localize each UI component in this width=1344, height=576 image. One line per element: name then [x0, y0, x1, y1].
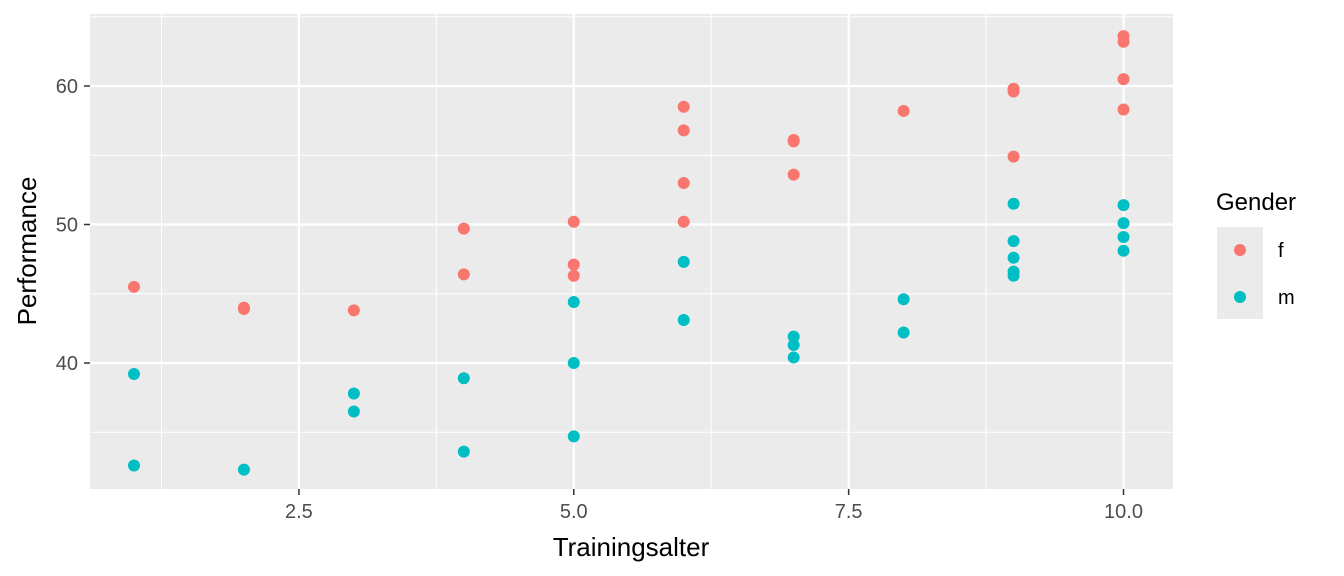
data-point-m — [787, 330, 800, 343]
data-point-m — [127, 459, 140, 472]
data-point-f — [1007, 150, 1020, 163]
data-point-m — [347, 387, 360, 400]
data-point-f — [677, 124, 690, 137]
legend-title: Gender — [1216, 189, 1296, 216]
data-point-m — [787, 351, 800, 364]
data-point-f — [897, 104, 910, 117]
data-point-m — [1007, 251, 1020, 264]
data-point-f — [347, 304, 360, 317]
data-point-f — [457, 268, 470, 281]
y-axis-ticks: 40 50 60 — [56, 76, 90, 375]
x-tick-label: 7.5 — [835, 501, 863, 523]
data-point-f — [567, 258, 580, 271]
data-point-m — [1117, 199, 1130, 212]
data-point-m — [1007, 269, 1020, 282]
data-point-f — [1117, 103, 1130, 116]
data-point-f — [567, 215, 580, 228]
data-point-m — [457, 445, 470, 458]
y-tick-label: 40 — [56, 353, 78, 375]
x-tick-label: 5.0 — [560, 501, 588, 523]
major-grid — [90, 14, 1173, 489]
data-point-f — [787, 168, 800, 181]
data-point-m — [347, 405, 360, 418]
data-point-f — [677, 100, 690, 113]
data-point-f — [787, 135, 800, 148]
legend-dot-f — [1234, 244, 1246, 256]
data-points — [127, 30, 1130, 476]
y-tick-label: 50 — [56, 214, 78, 236]
data-point-m — [457, 372, 470, 385]
data-point-m — [1117, 230, 1130, 243]
data-point-f — [1007, 85, 1020, 98]
data-point-f — [567, 269, 580, 282]
data-point-m — [1007, 235, 1020, 248]
data-point-f — [677, 176, 690, 189]
x-axis-ticks: 2.5 5.0 7.5 10.0 — [285, 489, 1143, 523]
data-point-m — [1117, 244, 1130, 257]
x-axis-title: Trainingsalter — [553, 532, 710, 562]
y-tick-label: 60 — [56, 76, 78, 98]
legend-dot-m — [1234, 291, 1246, 303]
data-point-m — [677, 255, 690, 268]
data-point-m — [897, 293, 910, 306]
legend-label-m: m — [1278, 287, 1295, 309]
data-point-m — [567, 356, 580, 369]
legend: Gender f m — [1216, 189, 1296, 319]
plot-panel — [90, 14, 1173, 489]
data-point-m — [897, 326, 910, 339]
data-point-m — [1117, 217, 1130, 230]
minor-grid — [90, 14, 1173, 489]
x-tick-label: 2.5 — [285, 501, 313, 523]
y-axis-title: Performance — [12, 177, 42, 326]
data-point-m — [567, 430, 580, 443]
data-point-f — [237, 302, 250, 315]
data-point-m — [1007, 197, 1020, 210]
data-point-f — [1117, 73, 1130, 86]
data-point-f — [457, 222, 470, 235]
data-point-m — [567, 296, 580, 309]
x-tick-label: 10.0 — [1104, 501, 1143, 523]
data-point-f — [1117, 35, 1130, 48]
data-point-m — [237, 463, 250, 476]
data-point-m — [677, 314, 690, 327]
data-point-f — [127, 280, 140, 293]
data-point-f — [677, 215, 690, 228]
legend-label-f: f — [1278, 240, 1284, 262]
data-point-m — [787, 338, 800, 351]
data-point-m — [127, 368, 140, 381]
